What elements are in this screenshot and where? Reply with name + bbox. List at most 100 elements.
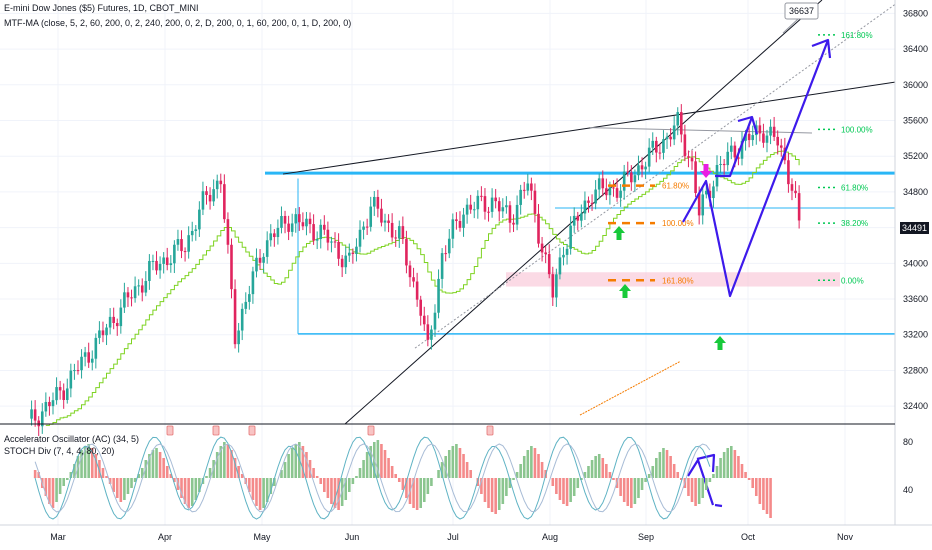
- candle-body: [362, 226, 365, 230]
- symbol-title: E-mini Dow Jones ($5) Futures, 1D, CBOT_…: [4, 3, 199, 13]
- ac-bar: [647, 474, 651, 478]
- candle-body: [355, 246, 358, 254]
- price-tick-label: 35600: [903, 116, 928, 126]
- fib-upper-label: 0.00%: [841, 276, 864, 285]
- ac-bar: [415, 478, 419, 510]
- ac-bar: [390, 466, 394, 478]
- candle-body: [108, 316, 112, 328]
- candle-body: [547, 254, 551, 275]
- candle-body: [444, 253, 447, 255]
- ac-bar: [462, 454, 465, 478]
- fib-upper-label: 100.00%: [841, 125, 873, 134]
- sell-signal-marker: [700, 164, 712, 178]
- candle-body: [544, 252, 547, 255]
- ac-bar: [405, 478, 408, 498]
- fib-levels: 161.80% 100.00% 61.80% 38.20% 0.00% 61.80% 100…: [608, 31, 873, 285]
- ac-bar: [440, 462, 444, 478]
- candle-body: [323, 224, 326, 230]
- candle-body: [662, 139, 665, 153]
- ac-bar: [108, 478, 112, 484]
- ac-bar: [62, 478, 65, 486]
- sub-projection-path: [687, 458, 715, 506]
- candle-body: [251, 271, 255, 295]
- ac-bar: [155, 448, 158, 478]
- ac-bar: [240, 474, 244, 478]
- candle-body: [476, 195, 480, 210]
- candle-body: [133, 286, 137, 299]
- ac-bar: [665, 450, 669, 478]
- candle-body: [551, 274, 555, 298]
- ac-bar: [601, 458, 605, 478]
- candle-body: [558, 257, 562, 275]
- candle-body: [369, 206, 373, 227]
- ac-bar: [708, 478, 712, 482]
- candle-body: [387, 220, 390, 223]
- ac-bar: [558, 478, 562, 500]
- fib-lower-label: 61.80%: [662, 182, 689, 191]
- ac-bar: [608, 472, 612, 478]
- ac-bar: [376, 440, 380, 478]
- divergence-marker: [212, 425, 220, 436]
- candle-body: [294, 214, 298, 224]
- ac-bar: [140, 468, 144, 478]
- month-label: Jun: [345, 532, 360, 542]
- ac-bar: [758, 478, 762, 504]
- ac-bar: [55, 478, 58, 502]
- ac-bar: [115, 478, 119, 498]
- candle-body: [762, 133, 765, 143]
- ac-bar: [58, 478, 62, 494]
- candle-body: [30, 409, 33, 419]
- candle-body: [333, 241, 337, 243]
- fib-upper-label: 61.80%: [841, 183, 868, 192]
- month-label: May: [253, 532, 271, 542]
- ac-bar: [565, 478, 569, 506]
- month-label: Mar: [50, 532, 66, 542]
- ac-bar: [451, 446, 455, 478]
- ac-bar: [301, 446, 305, 478]
- candle-body: [562, 254, 565, 258]
- month-label: Nov: [837, 532, 854, 542]
- price-callout-pointer: [782, 18, 799, 34]
- ac-bar: [444, 456, 447, 478]
- ac-bar: [130, 478, 133, 488]
- candle-body: [569, 225, 572, 249]
- candle-body: [590, 202, 594, 204]
- candle-body: [280, 215, 283, 228]
- candle-body: [533, 190, 537, 214]
- candle-body: [151, 260, 155, 262]
- ac-bar: [123, 478, 126, 500]
- ac-bar: [754, 478, 758, 496]
- ac-bar: [530, 446, 533, 478]
- candle-body: [348, 252, 351, 256]
- ac-bar: [219, 446, 223, 478]
- candle-body: [269, 233, 273, 241]
- candle-body: [233, 289, 237, 345]
- ac-bar: [273, 478, 276, 486]
- candle-body: [705, 190, 708, 195]
- candle-body: [130, 297, 133, 299]
- ac-bar: [262, 478, 265, 508]
- candle-body: [230, 244, 233, 290]
- stoch-legend: STOCH Div (7, 4, 4, 80, 20): [4, 446, 115, 456]
- candle-body: [572, 215, 576, 226]
- candle-body: [465, 204, 469, 215]
- candle-body: [162, 257, 165, 264]
- candle-body: [458, 221, 462, 228]
- candle-body: [315, 238, 319, 241]
- candle-body: [183, 251, 187, 253]
- candle-body: [330, 241, 333, 243]
- candle-body: [205, 191, 208, 195]
- divergence-marker: [486, 425, 494, 436]
- ac-bar: [494, 478, 497, 514]
- candle-body: [487, 211, 490, 213]
- candle-body: [48, 401, 51, 407]
- candle-body: [408, 265, 412, 278]
- candle-body: [198, 209, 201, 230]
- candle-body: [105, 327, 108, 336]
- candle-body: [565, 248, 569, 255]
- candle-body: [190, 230, 194, 236]
- ac-bar: [326, 478, 330, 498]
- ac-bar: [173, 478, 176, 482]
- candle-body: [655, 140, 658, 153]
